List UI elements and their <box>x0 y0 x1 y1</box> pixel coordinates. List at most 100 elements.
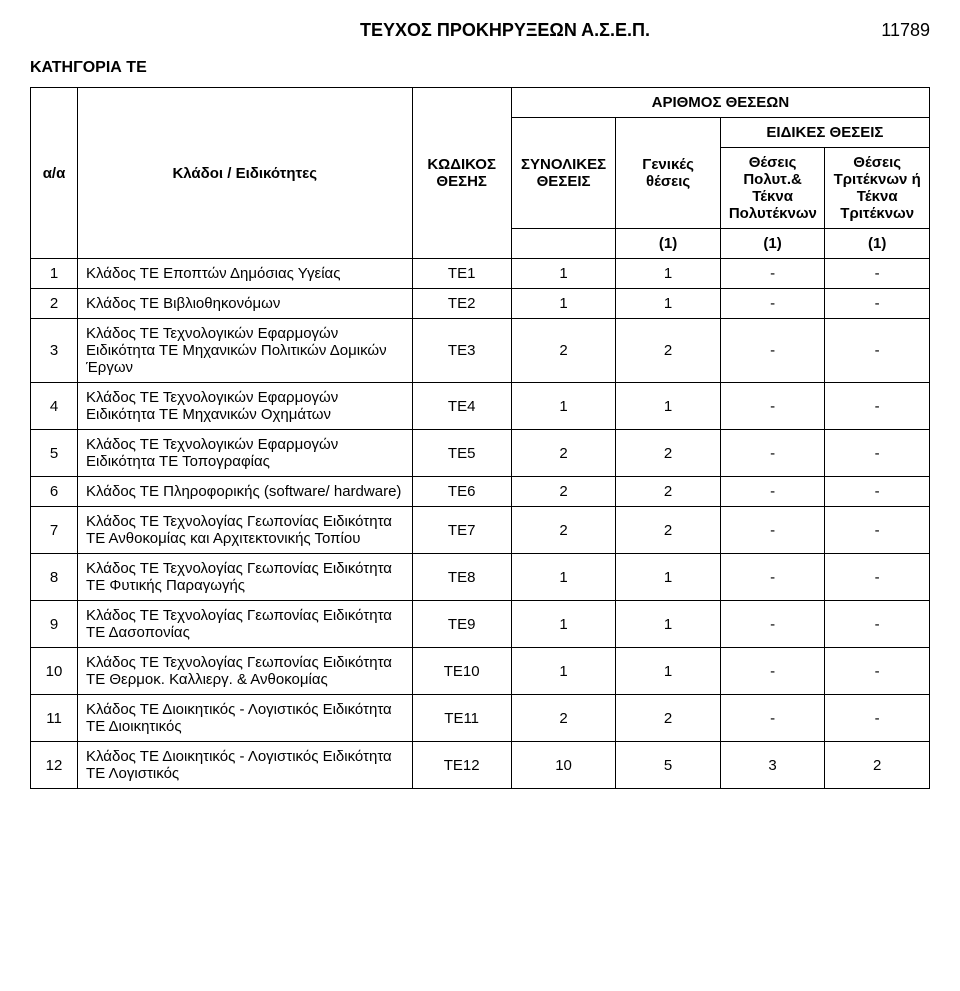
row-tri: - <box>825 554 930 601</box>
row-syn: 2 <box>511 507 616 554</box>
row-desc: Κλάδος ΤΕ Τεχνολογίας Γεωπονίας Ειδικότη… <box>78 601 412 648</box>
row-aa: 1 <box>31 259 78 289</box>
row-pol: - <box>720 554 825 601</box>
row-code: ΤΕ6 <box>412 477 511 507</box>
row-aa: 7 <box>31 507 78 554</box>
row-pol: - <box>720 695 825 742</box>
positions-table: α/α Κλάδοι / Ειδικότητες ΚΩΔΙΚΟΣ ΘΕΣΗΣ Α… <box>30 87 930 789</box>
col-header-eidikes: ΕΙΔΙΚΕΣ ΘΕΣΕΙΣ <box>720 118 929 148</box>
table-row: 3Κλάδος ΤΕ Τεχνολογικών Εφαρμογών Ειδικό… <box>31 319 930 383</box>
table-row: 5Κλάδος ΤΕ Τεχνολογικών Εφαρμογών Ειδικό… <box>31 430 930 477</box>
row-tri: - <box>825 648 930 695</box>
row-syn: 1 <box>511 289 616 319</box>
row-tri: - <box>825 507 930 554</box>
row-tri: - <box>825 319 930 383</box>
row-gen: 1 <box>616 554 721 601</box>
row-pol: 3 <box>720 742 825 789</box>
row-aa: 12 <box>31 742 78 789</box>
row-desc: Κλάδος ΤΕ Τεχνολογίας Γεωπονίας Ειδικότη… <box>78 507 412 554</box>
row-aa: 3 <box>31 319 78 383</box>
row-gen: 1 <box>616 289 721 319</box>
table-row: 12Κλάδος ΤΕ Διοικητικός - Λογιστικός Ειδ… <box>31 742 930 789</box>
row-aa: 4 <box>31 383 78 430</box>
row-syn: 2 <box>511 319 616 383</box>
row-code: ΤΕ3 <box>412 319 511 383</box>
col-header-code: ΚΩΔΙΚΟΣ ΘΕΣΗΣ <box>412 88 511 259</box>
table-row: 10Κλάδος ΤΕ Τεχνολογίας Γεωπονίας Ειδικό… <box>31 648 930 695</box>
row-code: ΤΕ10 <box>412 648 511 695</box>
row-pol: - <box>720 507 825 554</box>
row-tri: - <box>825 289 930 319</box>
row-code: ΤΕ2 <box>412 289 511 319</box>
row-gen: 1 <box>616 259 721 289</box>
col-header-arithmos: ΑΡΙΘΜΟΣ ΘΕΣΕΩΝ <box>511 88 929 118</box>
page-header: ΤΕΥΧΟΣ ΠΡΟΚΗΡΥΞΕΩΝ Α.Σ.Ε.Π. 11789 <box>30 20 930 41</box>
row-pol: - <box>720 648 825 695</box>
row-gen: 5 <box>616 742 721 789</box>
row-syn: 1 <box>511 554 616 601</box>
col-sub-one-2: (1) <box>720 229 825 259</box>
row-desc: Κλάδος ΤΕ Τεχνολογίας Γεωπονίας Ειδικότη… <box>78 648 412 695</box>
row-tri: - <box>825 601 930 648</box>
row-desc: Κλάδος ΤΕ Διοικητικός - Λογιστικός Ειδικ… <box>78 742 412 789</box>
row-tri: - <box>825 259 930 289</box>
col-header-genikes: Γενικές θέσεις <box>616 118 721 229</box>
table-row: 9Κλάδος ΤΕ Τεχνολογίας Γεωπονίας Ειδικότ… <box>31 601 930 648</box>
col-header-polyt: Θέσεις Πολυτ.& Τέκνα Πολυτέκνων <box>720 148 825 229</box>
col-header-aa: α/α <box>31 88 78 259</box>
row-syn: 1 <box>511 601 616 648</box>
row-gen: 2 <box>616 477 721 507</box>
row-syn: 2 <box>511 695 616 742</box>
col-header-synolikes: ΣΥΝΟΛΙΚΕΣ ΘΕΣΕΙΣ <box>511 118 616 229</box>
row-pol: - <box>720 430 825 477</box>
row-syn: 1 <box>511 383 616 430</box>
table-row: 11Κλάδος ΤΕ Διοικητικός - Λογιστικός Ειδ… <box>31 695 930 742</box>
row-pol: - <box>720 319 825 383</box>
row-aa: 8 <box>31 554 78 601</box>
table-row: 7Κλάδος ΤΕ Τεχνολογίας Γεωπονίας Ειδικότ… <box>31 507 930 554</box>
row-tri: - <box>825 383 930 430</box>
col-header-trit: Θέσεις Τριτέκνων ή Τέκνα Τριτέκνων <box>825 148 930 229</box>
row-desc: Κλάδος ΤΕ Πληροφορικής (software/ hardwa… <box>78 477 412 507</box>
row-gen: 2 <box>616 507 721 554</box>
row-desc: Κλάδος ΤΕ Τεχνολογίας Γεωπονίας Ειδικότη… <box>78 554 412 601</box>
row-tri: - <box>825 477 930 507</box>
row-aa: 10 <box>31 648 78 695</box>
row-code: ΤΕ1 <box>412 259 511 289</box>
row-tri: - <box>825 430 930 477</box>
row-tri: - <box>825 695 930 742</box>
row-gen: 2 <box>616 430 721 477</box>
row-aa: 5 <box>31 430 78 477</box>
row-gen: 2 <box>616 319 721 383</box>
col-sub-one-1: (1) <box>616 229 721 259</box>
row-aa: 2 <box>31 289 78 319</box>
table-header: α/α Κλάδοι / Ειδικότητες ΚΩΔΙΚΟΣ ΘΕΣΗΣ Α… <box>31 88 930 259</box>
row-gen: 2 <box>616 695 721 742</box>
row-syn: 1 <box>511 259 616 289</box>
table-row: 2Κλάδος ΤΕ ΒιβλιοθηκονόμωνΤΕ211-- <box>31 289 930 319</box>
row-pol: - <box>720 289 825 319</box>
row-code: ΤΕ5 <box>412 430 511 477</box>
row-code: ΤΕ11 <box>412 695 511 742</box>
table-row: 4Κλάδος ΤΕ Τεχνολογικών Εφαρμογών Ειδικό… <box>31 383 930 430</box>
row-desc: Κλάδος ΤΕ Βιβλιοθηκονόμων <box>78 289 412 319</box>
row-pol: - <box>720 601 825 648</box>
col-header-kladoi: Κλάδοι / Ειδικότητες <box>78 88 412 259</box>
row-syn: 10 <box>511 742 616 789</box>
row-desc: Κλάδος ΤΕ Διοικητικός - Λογιστικός Ειδικ… <box>78 695 412 742</box>
row-desc: Κλάδος ΤΕ Τεχνολογικών Εφαρμογών Ειδικότ… <box>78 383 412 430</box>
row-code: ΤΕ7 <box>412 507 511 554</box>
header-title: ΤΕΥΧΟΣ ΠΡΟΚΗΡΥΞΕΩΝ Α.Σ.Ε.Π. <box>160 20 850 41</box>
row-syn: 1 <box>511 648 616 695</box>
row-gen: 1 <box>616 601 721 648</box>
row-desc: Κλάδος ΤΕ Εποπτών Δημόσιας Υγείας <box>78 259 412 289</box>
col-sub-one-3: (1) <box>825 229 930 259</box>
row-desc: Κλάδος ΤΕ Τεχνολογικών Εφαρμογών Ειδικότ… <box>78 430 412 477</box>
row-gen: 1 <box>616 383 721 430</box>
row-code: ΤΕ8 <box>412 554 511 601</box>
row-pol: - <box>720 477 825 507</box>
row-syn: 2 <box>511 477 616 507</box>
page-number: 11789 <box>850 20 930 41</box>
row-code: ΤΕ12 <box>412 742 511 789</box>
row-gen: 1 <box>616 648 721 695</box>
